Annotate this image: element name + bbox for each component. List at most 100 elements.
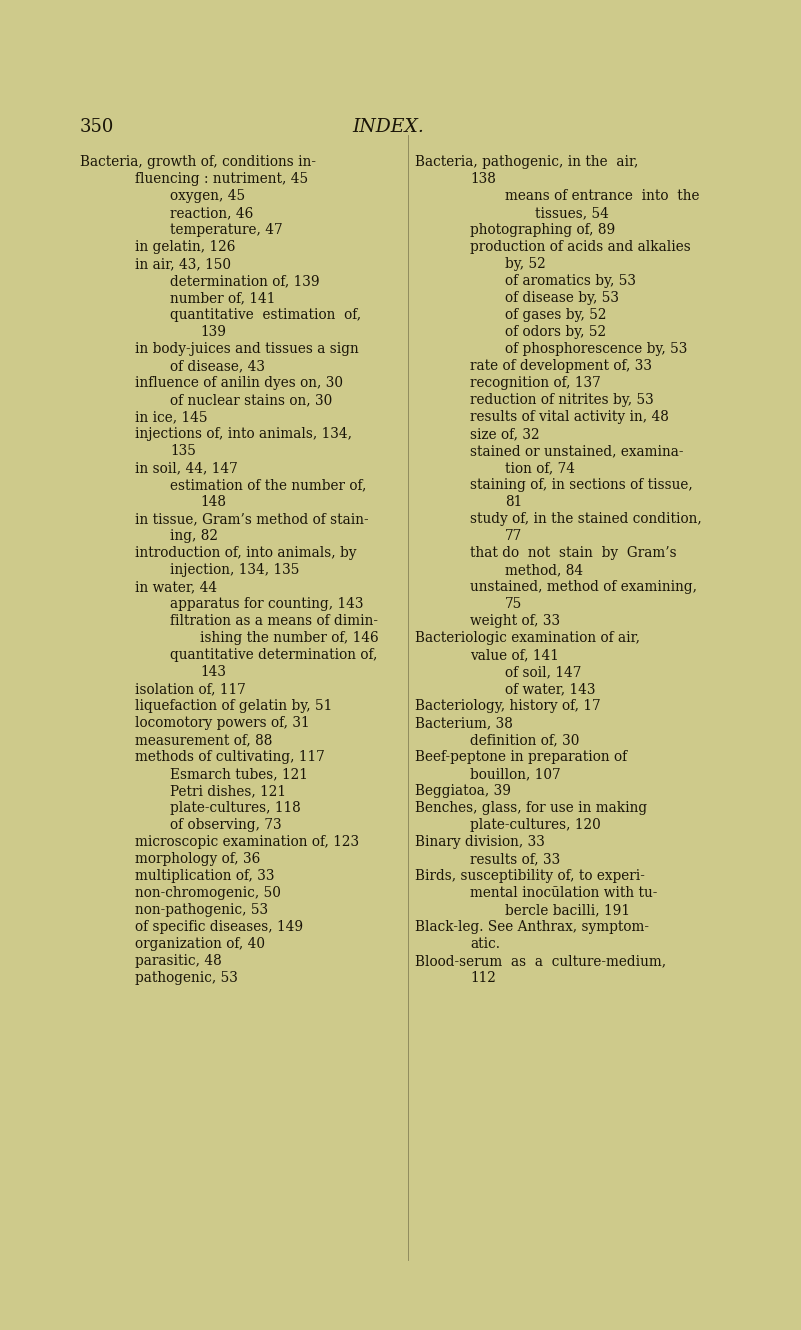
Text: reduction of nitrites by, 53: reduction of nitrites by, 53	[470, 392, 654, 407]
Text: 75: 75	[505, 597, 522, 610]
Text: ing, 82: ing, 82	[170, 529, 218, 543]
Text: of odors by, 52: of odors by, 52	[505, 325, 606, 339]
Text: of phosphorescence by, 53: of phosphorescence by, 53	[505, 342, 687, 356]
Text: mental inocūlation with tu-: mental inocūlation with tu-	[470, 886, 658, 900]
Text: value of, 141: value of, 141	[470, 648, 559, 662]
Text: microscopic examination of, 123: microscopic examination of, 123	[135, 835, 359, 849]
Text: pathogenic, 53: pathogenic, 53	[135, 971, 238, 986]
Text: locomotory powers of, 31: locomotory powers of, 31	[135, 716, 310, 730]
Text: Beggiatoa, 39: Beggiatoa, 39	[415, 783, 511, 798]
Text: means of entrance  into  the: means of entrance into the	[505, 189, 699, 203]
Text: of nuclear stains on, 30: of nuclear stains on, 30	[170, 392, 332, 407]
Text: by, 52: by, 52	[505, 257, 545, 271]
Text: Bacteriologic examination of air,: Bacteriologic examination of air,	[415, 630, 640, 645]
Text: quantitative  estimation  of,: quantitative estimation of,	[170, 309, 361, 322]
Text: bouillon, 107: bouillon, 107	[470, 767, 561, 781]
Text: fluencing : nutriment, 45: fluencing : nutriment, 45	[135, 172, 308, 186]
Text: 138: 138	[470, 172, 496, 186]
Text: measurement of, 88: measurement of, 88	[135, 733, 272, 747]
Text: injections of, into animals, 134,: injections of, into animals, 134,	[135, 427, 352, 442]
Text: 139: 139	[200, 325, 226, 339]
Text: 148: 148	[200, 495, 226, 509]
Text: 81: 81	[505, 495, 522, 509]
Text: results of, 33: results of, 33	[470, 853, 560, 866]
Text: size of, 32: size of, 32	[470, 427, 540, 442]
Text: staining of, in sections of tissue,: staining of, in sections of tissue,	[470, 477, 693, 492]
Text: unstained, method of examining,: unstained, method of examining,	[470, 580, 697, 595]
Text: results of vital activity in, 48: results of vital activity in, 48	[470, 410, 669, 424]
Text: ishing the number of, 146: ishing the number of, 146	[200, 630, 379, 645]
Text: parasitic, 48: parasitic, 48	[135, 954, 222, 968]
Text: morphology of, 36: morphology of, 36	[135, 853, 260, 866]
Text: organization of, 40: organization of, 40	[135, 938, 265, 951]
Text: bercle bacilli, 191: bercle bacilli, 191	[505, 903, 630, 916]
Text: of water, 143: of water, 143	[505, 682, 595, 696]
Text: of observing, 73: of observing, 73	[170, 818, 282, 833]
Text: 77: 77	[505, 529, 522, 543]
Text: influence of anilin dyes on, 30: influence of anilin dyes on, 30	[135, 376, 343, 390]
Text: non-chromogenic, 50: non-chromogenic, 50	[135, 886, 281, 900]
Text: Bacteriology, history of, 17: Bacteriology, history of, 17	[415, 700, 601, 713]
Text: of aromatics by, 53: of aromatics by, 53	[505, 274, 636, 289]
Text: in soil, 44, 147: in soil, 44, 147	[135, 462, 238, 475]
Text: Beef-peptone in preparation of: Beef-peptone in preparation of	[415, 750, 627, 763]
Text: liquefaction of gelatin by, 51: liquefaction of gelatin by, 51	[135, 700, 332, 713]
Text: tion of, 74: tion of, 74	[505, 462, 575, 475]
Text: Bacterium, 38: Bacterium, 38	[415, 716, 513, 730]
Text: Birds, susceptibility of, to experi-: Birds, susceptibility of, to experi-	[415, 868, 645, 883]
Text: non-pathogenic, 53: non-pathogenic, 53	[135, 903, 268, 916]
Text: of specific diseases, 149: of specific diseases, 149	[135, 920, 303, 934]
Text: introduction of, into animals, by: introduction of, into animals, by	[135, 547, 356, 560]
Text: Black-leg. See Anthrax, symptom-: Black-leg. See Anthrax, symptom-	[415, 920, 649, 934]
Text: injection, 134, 135: injection, 134, 135	[170, 563, 300, 577]
Text: Petri dishes, 121: Petri dishes, 121	[170, 783, 286, 798]
Text: in gelatin, 126: in gelatin, 126	[135, 239, 235, 254]
Text: Esmarch tubes, 121: Esmarch tubes, 121	[170, 767, 308, 781]
Text: quantitative determination of,: quantitative determination of,	[170, 648, 377, 662]
Text: production of acids and alkalies: production of acids and alkalies	[470, 239, 690, 254]
Text: 135: 135	[170, 444, 196, 458]
Text: in ice, 145: in ice, 145	[135, 410, 207, 424]
Text: INDEX.: INDEX.	[352, 118, 425, 136]
Text: stained or unstained, examina-: stained or unstained, examina-	[470, 444, 683, 458]
Text: definition of, 30: definition of, 30	[470, 733, 579, 747]
Text: weight of, 33: weight of, 33	[470, 614, 560, 628]
Text: reaction, 46: reaction, 46	[170, 206, 253, 219]
Text: that do  not  stain  by  Gram’s: that do not stain by Gram’s	[470, 547, 677, 560]
Text: tissues, 54: tissues, 54	[535, 206, 609, 219]
Text: filtration as a means of dimin-: filtration as a means of dimin-	[170, 614, 378, 628]
Text: 112: 112	[470, 971, 496, 986]
Text: number of, 141: number of, 141	[170, 291, 276, 305]
Text: in body-juices and tissues a sign: in body-juices and tissues a sign	[135, 342, 359, 356]
Text: estimation of the number of,: estimation of the number of,	[170, 477, 366, 492]
Text: oxygen, 45: oxygen, 45	[170, 189, 245, 203]
Text: temperature, 47: temperature, 47	[170, 223, 283, 237]
Text: atic.: atic.	[470, 938, 500, 951]
Text: multiplication of, 33: multiplication of, 33	[135, 868, 275, 883]
Text: Benches, glass, for use in making: Benches, glass, for use in making	[415, 801, 647, 815]
Text: isolation of, 117: isolation of, 117	[135, 682, 246, 696]
Text: study of, in the stained condition,: study of, in the stained condition,	[470, 512, 702, 525]
Text: 350: 350	[80, 118, 115, 136]
Text: of disease, 43: of disease, 43	[170, 359, 265, 372]
Text: in tissue, Gram’s method of stain-: in tissue, Gram’s method of stain-	[135, 512, 368, 525]
Text: of soil, 147: of soil, 147	[505, 665, 582, 680]
Text: in water, 44: in water, 44	[135, 580, 217, 595]
Text: determination of, 139: determination of, 139	[170, 274, 320, 289]
Text: methods of cultivating, 117: methods of cultivating, 117	[135, 750, 324, 763]
Text: apparatus for counting, 143: apparatus for counting, 143	[170, 597, 364, 610]
Text: Bacteria, growth of, conditions in-: Bacteria, growth of, conditions in-	[80, 156, 316, 169]
Text: plate-cultures, 118: plate-cultures, 118	[170, 801, 300, 815]
Text: Bacteria, pathogenic, in the  air,: Bacteria, pathogenic, in the air,	[415, 156, 638, 169]
Text: photographing of, 89: photographing of, 89	[470, 223, 615, 237]
Text: method, 84: method, 84	[505, 563, 583, 577]
Text: in air, 43, 150: in air, 43, 150	[135, 257, 231, 271]
Text: of disease by, 53: of disease by, 53	[505, 291, 619, 305]
Text: Binary division, 33: Binary division, 33	[415, 835, 545, 849]
Text: plate-cultures, 120: plate-cultures, 120	[470, 818, 601, 833]
Text: rate of development of, 33: rate of development of, 33	[470, 359, 652, 372]
Text: Blood-serum  as  a  culture-medium,: Blood-serum as a culture-medium,	[415, 954, 666, 968]
Text: recognition of, 137: recognition of, 137	[470, 376, 601, 390]
Text: 143: 143	[200, 665, 226, 680]
Text: of gases by, 52: of gases by, 52	[505, 309, 606, 322]
